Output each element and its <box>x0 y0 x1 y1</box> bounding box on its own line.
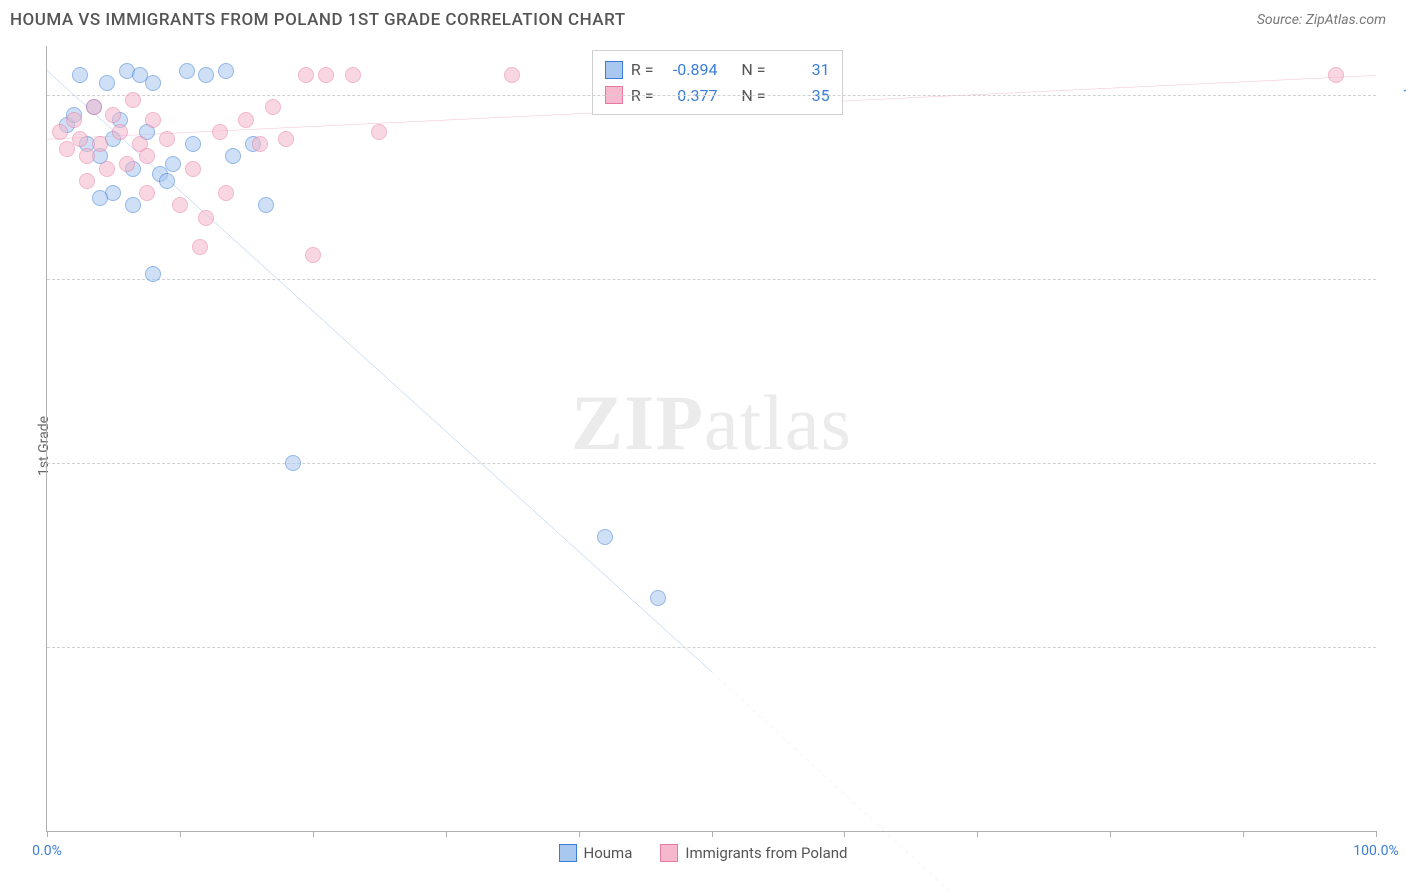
legend-swatch <box>559 844 577 862</box>
data-point <box>52 124 68 140</box>
x-tick <box>313 831 314 837</box>
data-point <box>198 210 214 226</box>
legend-item: Immigrants from Poland <box>660 844 847 862</box>
data-point <box>159 173 175 189</box>
gridline-h <box>47 279 1376 280</box>
stat-r-label: R = <box>631 57 654 83</box>
stat-r-value: -0.894 <box>661 57 717 83</box>
data-point <box>139 148 155 164</box>
gridline-h <box>47 647 1376 648</box>
data-point <box>99 161 115 177</box>
data-point <box>185 136 201 152</box>
legend-item: Houma <box>559 844 633 862</box>
data-point <box>145 75 161 91</box>
stats-legend: R =-0.894 N =31R =0.377 N =35 <box>592 50 843 115</box>
data-point <box>145 112 161 128</box>
x-tick <box>1243 831 1244 837</box>
data-point <box>92 136 108 152</box>
stat-n-value: 31 <box>774 57 830 83</box>
x-tick <box>844 831 845 837</box>
gridline-h <box>47 463 1376 464</box>
y-tick-label: 77.5% <box>1388 639 1406 655</box>
data-point <box>79 173 95 189</box>
data-point <box>92 190 108 206</box>
y-tick-label: 85.0% <box>1388 455 1406 471</box>
data-point <box>258 197 274 213</box>
data-point <box>139 185 155 201</box>
data-point <box>650 590 666 606</box>
legend-swatch <box>660 844 678 862</box>
data-point <box>79 148 95 164</box>
y-tick-label: 100.0% <box>1388 87 1406 103</box>
data-point <box>1328 67 1344 83</box>
data-point <box>371 124 387 140</box>
data-point <box>192 239 208 255</box>
x-tick <box>180 831 181 837</box>
series-legend: Houma Immigrants from Poland <box>0 844 1406 862</box>
data-point <box>145 266 161 282</box>
data-point <box>504 67 520 83</box>
source-attribution: Source: ZipAtlas.com <box>1257 12 1386 28</box>
data-point <box>159 131 175 147</box>
data-point <box>252 136 268 152</box>
data-point <box>99 75 115 91</box>
x-tick <box>579 831 580 837</box>
legend-swatch <box>605 61 623 79</box>
data-point <box>278 131 294 147</box>
data-point <box>198 67 214 83</box>
trend-lines-layer <box>47 46 1376 831</box>
data-point <box>125 92 141 108</box>
data-point <box>72 67 88 83</box>
x-tick <box>712 831 713 837</box>
data-point <box>119 156 135 172</box>
data-point <box>345 67 361 83</box>
data-point <box>218 63 234 79</box>
chart-header: HOUMA VS IMMIGRANTS FROM POLAND 1ST GRAD… <box>0 0 1406 36</box>
data-point <box>218 185 234 201</box>
legend-label: Immigrants from Poland <box>685 844 847 862</box>
data-point <box>72 131 88 147</box>
x-tick <box>1376 831 1377 837</box>
source-prefix: Source: <box>1257 12 1306 28</box>
data-point <box>185 161 201 177</box>
data-point <box>212 124 228 140</box>
data-point <box>225 148 241 164</box>
x-tick <box>1110 831 1111 837</box>
data-point <box>125 197 141 213</box>
legend-label: Houma <box>584 844 633 862</box>
stat-n-label: N = <box>741 57 765 83</box>
data-point <box>305 247 321 263</box>
x-tick <box>47 831 48 837</box>
y-tick-label: 92.5% <box>1388 271 1406 287</box>
data-point <box>265 99 281 115</box>
x-tick <box>977 831 978 837</box>
x-tick <box>446 831 447 837</box>
data-point <box>105 107 121 123</box>
data-point <box>285 455 301 471</box>
data-point <box>597 529 613 545</box>
gridline-h <box>47 95 1376 96</box>
scatter-chart: ZIPatlas R =-0.894 N =31R =0.377 N =35 7… <box>46 46 1376 832</box>
chart-title: HOUMA VS IMMIGRANTS FROM POLAND 1ST GRAD… <box>10 10 626 30</box>
data-point <box>238 112 254 128</box>
data-point <box>165 156 181 172</box>
data-point <box>172 197 188 213</box>
source-name: ZipAtlas.com <box>1306 12 1386 28</box>
data-point <box>318 67 334 83</box>
data-point <box>86 99 102 115</box>
stats-legend-row: R = -0.894 N = 31 <box>605 57 830 83</box>
data-point <box>66 112 82 128</box>
data-point <box>112 124 128 140</box>
data-point <box>298 67 314 83</box>
data-point <box>179 63 195 79</box>
